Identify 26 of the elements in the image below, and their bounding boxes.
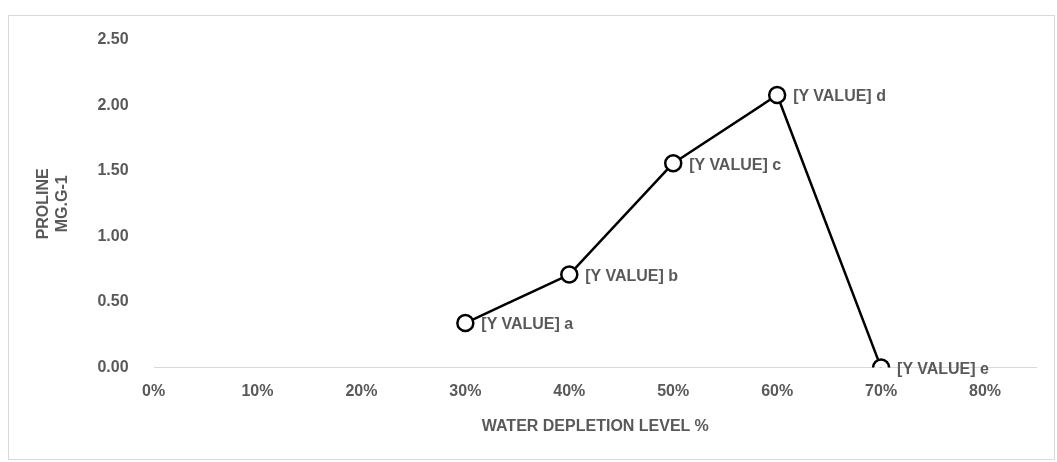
y-tick-label: 1.00 bbox=[97, 226, 129, 244]
y-tick-label: 0.00 bbox=[97, 358, 129, 376]
y-tick-label: 0.50 bbox=[97, 292, 129, 310]
y-tick-label: 2.50 bbox=[97, 30, 129, 48]
x-tick-label: 60% bbox=[761, 381, 794, 399]
x-tick-label: 80% bbox=[969, 381, 1002, 399]
x-axis-title: WATER DEPLETION LEVEL % bbox=[481, 416, 709, 434]
annotation: [Y VALUE] e bbox=[897, 360, 990, 378]
point bbox=[663, 153, 683, 173]
x-tick-label: 50% bbox=[657, 381, 690, 399]
annotation: [Y VALUE] b bbox=[585, 266, 679, 284]
annotation: [Y VALUE] a bbox=[481, 315, 574, 333]
x-tick-label: 30% bbox=[449, 381, 482, 399]
annotation: [Y VALUE] c bbox=[689, 155, 782, 173]
point bbox=[560, 265, 579, 284]
x-tick-label: 20% bbox=[345, 381, 378, 399]
x-tick-label: 0% bbox=[141, 381, 166, 399]
point bbox=[767, 85, 787, 105]
y-tick-label: 2.00 bbox=[97, 95, 129, 113]
y-tick-label: 1.50 bbox=[97, 161, 129, 179]
point bbox=[456, 313, 475, 333]
y-axis-title: PROLINE MG.G-1 bbox=[34, 167, 71, 240]
x-tick-label: 70% bbox=[865, 381, 898, 399]
x-tick-label: 40% bbox=[553, 381, 586, 399]
x-tick-label: 10% bbox=[241, 381, 274, 399]
annotation: [Y VALUE] d bbox=[793, 87, 886, 105]
